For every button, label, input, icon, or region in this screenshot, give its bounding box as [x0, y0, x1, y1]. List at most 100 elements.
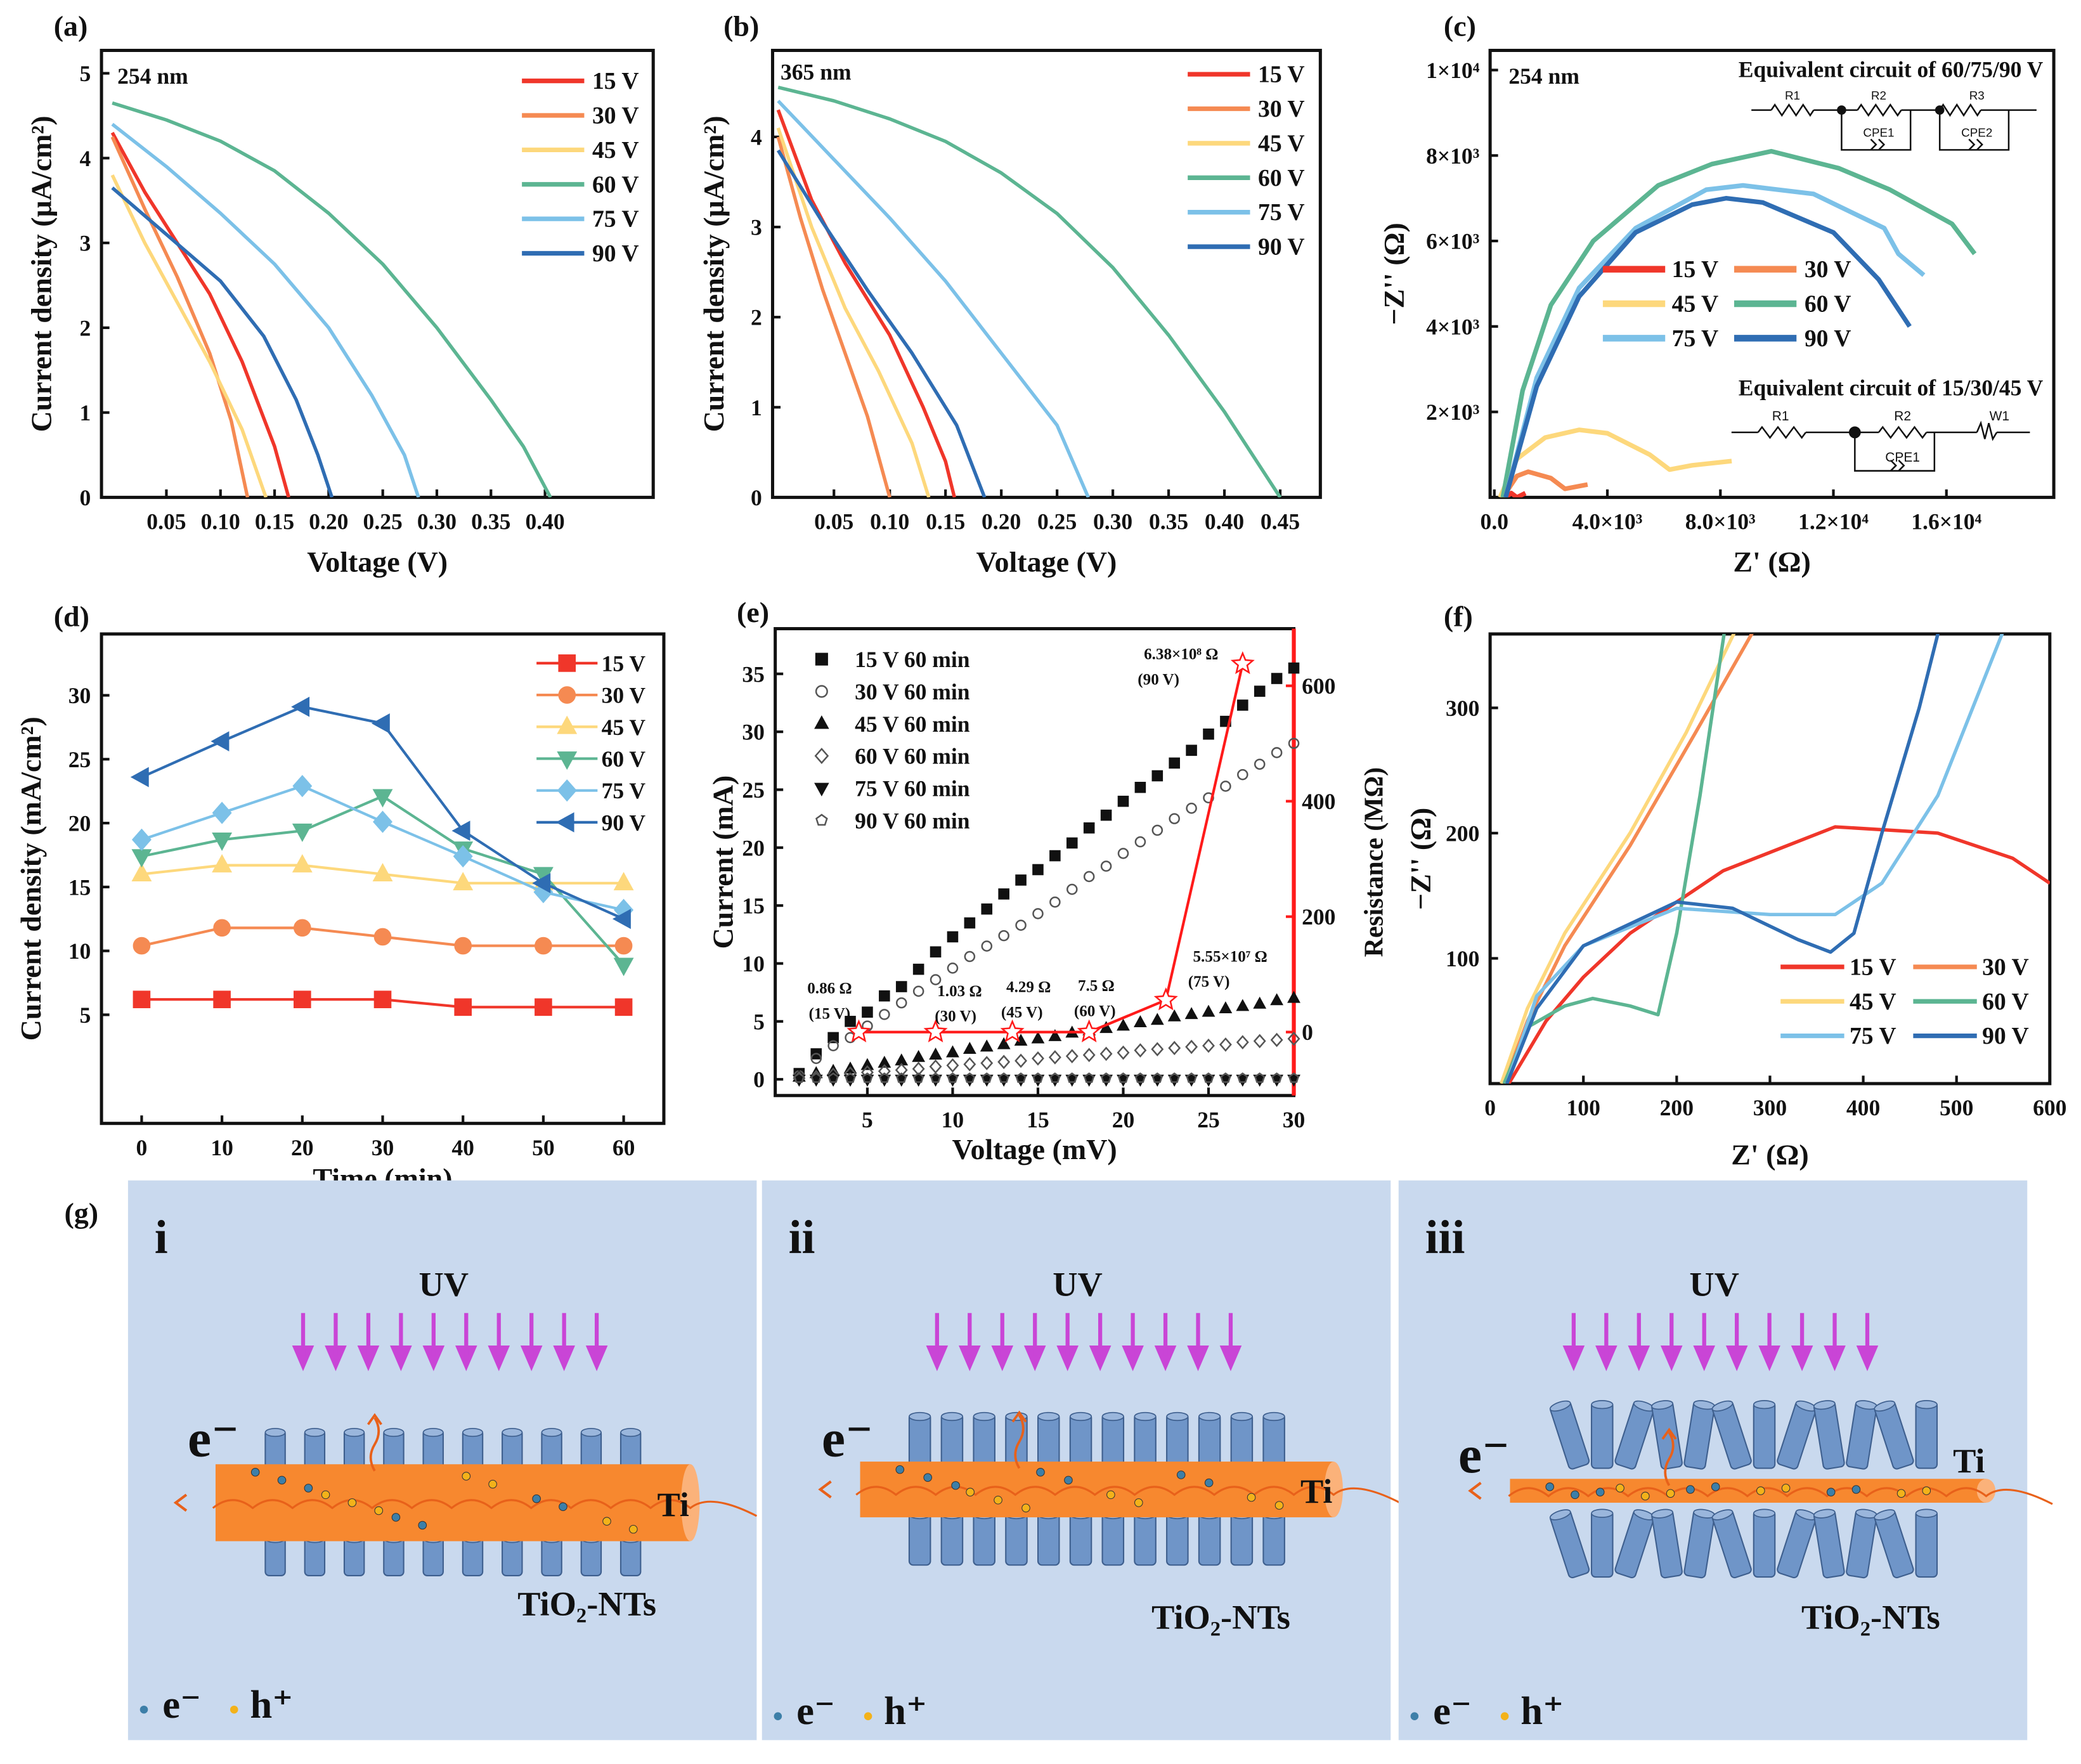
- legend-entry: 75 V: [1188, 199, 1305, 226]
- data-point: [981, 1072, 992, 1083]
- legend-hole-label: h⁺: [884, 1689, 927, 1733]
- series-line-30V: [776, 136, 891, 498]
- cpe-symbol: [1890, 459, 1905, 472]
- ti-rod: [1510, 1479, 1987, 1503]
- uv-label: UV: [1053, 1266, 1103, 1304]
- nanotube: [383, 1427, 405, 1470]
- data-point: [293, 990, 311, 1009]
- wire: [1731, 431, 2030, 472]
- data-point: [912, 963, 924, 975]
- legend-entry: 30 V: [522, 103, 639, 129]
- nanotube-opening: [1651, 1400, 1673, 1410]
- legend-label: 45 V: [1258, 130, 1305, 157]
- nanotube-opening: [1874, 1400, 1896, 1412]
- y-tick-label: 5: [753, 1009, 765, 1034]
- legend-label: 90 V: [1982, 1023, 2029, 1049]
- circuit-element-label: W1: [1990, 409, 2009, 424]
- y-tick-label: 4: [751, 124, 762, 150]
- data-point: [293, 919, 311, 937]
- data-point: [1271, 1072, 1283, 1083]
- data-point: [862, 1072, 873, 1083]
- uv-arrow-icon: [390, 1313, 412, 1372]
- data-point: [1134, 836, 1146, 848]
- x-tick-label: 0.10: [201, 509, 240, 535]
- legend-label: 30 V: [602, 683, 646, 708]
- data-point: [946, 1045, 959, 1058]
- nanotube-opening: [1753, 1400, 1776, 1410]
- nanotube-opening: [1591, 1400, 1614, 1410]
- wavelength-label: 365 nm: [781, 60, 852, 85]
- y-axis-label: −Z'' (Ω): [1378, 223, 1410, 325]
- y-tick-label: 2×10³: [1426, 399, 1479, 425]
- panel-label: (g): [64, 1197, 98, 1229]
- legend-marker: [815, 685, 828, 698]
- hole-dot: [994, 1495, 1002, 1505]
- nanotube-body: [1262, 1413, 1285, 1468]
- legend-label: 60 V: [602, 746, 646, 772]
- circuit-element-label: R1: [1772, 409, 1789, 424]
- uv-arrow-icon: [1660, 1313, 1683, 1372]
- uv-arrow-icon: [488, 1313, 510, 1372]
- x-tick-label: 0.20: [982, 509, 1021, 535]
- legend-label: 15 V: [1258, 62, 1305, 88]
- nanotube-opening: [1813, 1508, 1836, 1519]
- data-point: [810, 1053, 822, 1065]
- resistor-r2: [1857, 103, 1902, 117]
- data-point: [1236, 999, 1250, 1011]
- data-point: [1237, 769, 1248, 781]
- electron-dot: [418, 1521, 427, 1530]
- legend-entry: 60 V: [1188, 165, 1305, 191]
- hole-dot: [1922, 1486, 1931, 1495]
- nanotube-opening: [973, 1411, 995, 1422]
- nanotube-opening: [1813, 1400, 1836, 1410]
- legend-label: 75 V: [1672, 325, 1719, 352]
- data-point: [1288, 662, 1300, 674]
- legend-entry: 60 V: [536, 746, 645, 772]
- nanotube-body: [908, 1413, 931, 1468]
- ti-label: Ti: [1953, 1442, 1985, 1480]
- nanotube-body: [1069, 1413, 1092, 1468]
- data-point: [371, 713, 390, 734]
- data-point: [1186, 1072, 1197, 1083]
- nanotube: [304, 1427, 326, 1470]
- y-tick-label: 1×10⁴: [1426, 58, 1480, 83]
- series-line-75V: [777, 100, 1090, 498]
- data-point: [613, 957, 634, 976]
- nanotube: [1549, 1509, 1590, 1579]
- hole-dot: [1641, 1491, 1650, 1501]
- data-point: [1202, 1038, 1215, 1053]
- legend-label: 45 V: [602, 715, 646, 740]
- nanotube-opening: [1262, 1411, 1285, 1422]
- data-point: [532, 872, 551, 893]
- warburg-element: [1976, 420, 1998, 441]
- legend-label: 90 V: [1805, 325, 1851, 352]
- nanotube: [1590, 1508, 1614, 1578]
- data-point: [1271, 747, 1283, 758]
- circuit-element-label: R2: [1894, 409, 1911, 424]
- x-tick-label: 0.15: [255, 509, 294, 535]
- y-tick-label: 5: [80, 61, 91, 86]
- data-point: [1287, 1031, 1300, 1046]
- data-point: [896, 1072, 907, 1083]
- data-point: [998, 1072, 1009, 1083]
- nanotube-body: [1005, 1511, 1028, 1566]
- nanotube: [1614, 1400, 1655, 1470]
- legend-marker: [815, 814, 828, 826]
- legend-label: 75 V: [602, 778, 646, 803]
- nanotube: [1651, 1508, 1683, 1579]
- nanotube: [1846, 1400, 1877, 1470]
- nanotube-body: [1134, 1511, 1157, 1566]
- nanotube-body: [908, 1511, 931, 1566]
- uv-arrow-icon: [553, 1313, 575, 1372]
- data-point: [1151, 824, 1164, 836]
- nanotube: [1134, 1510, 1157, 1566]
- resistance-point: [846, 1019, 871, 1042]
- resistance-annotation: 4.29 Ω: [1006, 979, 1051, 996]
- data-point: [372, 789, 393, 808]
- data-point: [1254, 685, 1266, 697]
- nanotube-opening: [1591, 1508, 1614, 1518]
- data-point: [612, 909, 631, 930]
- electron-dot: [250, 1468, 260, 1477]
- data-point: [1066, 837, 1078, 849]
- circuit-element-label: R1: [1785, 89, 1800, 102]
